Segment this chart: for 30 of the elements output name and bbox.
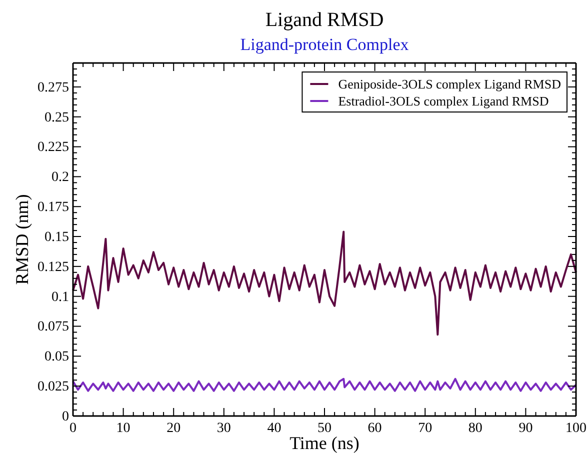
- x-tick-label: 60: [368, 420, 382, 436]
- x-tick-label: 10: [116, 420, 130, 436]
- y-tick-label: 0.05: [44, 350, 69, 365]
- y-tick-label: 0: [62, 409, 69, 424]
- y-tick-label: 0.125: [38, 260, 69, 275]
- y-tick-label: 0.075: [38, 320, 69, 335]
- x-tick-label: 50: [318, 420, 332, 436]
- y-tick-label: 0.25: [44, 110, 69, 126]
- y-tick-label: 0.275: [38, 80, 69, 96]
- y-tick-label: 0.15: [44, 230, 69, 245]
- x-axis-title: Time (ns): [290, 433, 360, 453]
- line-series: [72, 378, 577, 392]
- y-tick-label: 0.025: [38, 380, 69, 395]
- line-series: [72, 230, 577, 336]
- y-tick-label: 0.175: [38, 200, 69, 216]
- x-tick-label: 40: [267, 420, 282, 436]
- x-tick-label: 80: [468, 420, 482, 436]
- x-tick-label: 20: [166, 420, 181, 436]
- x-tick-label: 70: [418, 420, 432, 436]
- y-tick-label: 0.225: [38, 140, 69, 156]
- chart-subtitle: Ligand-protein Complex: [240, 35, 410, 54]
- x-tick-label: 90: [518, 420, 533, 436]
- chart-title: Ligand RMSD: [265, 9, 384, 31]
- y-tick-label: 0.1: [52, 290, 69, 305]
- y-axis-title: RMSD (nm): [12, 194, 32, 285]
- y-tick-label: 0.2: [52, 170, 69, 186]
- x-tick-label: 100: [566, 420, 586, 436]
- legend-label: Geniposide-3OLS complex Ligand RMSD: [338, 76, 561, 92]
- x-tick-label: 30: [216, 420, 231, 436]
- legend-label: Estradiol-3OLS complex Ligand RMSD: [338, 94, 549, 108]
